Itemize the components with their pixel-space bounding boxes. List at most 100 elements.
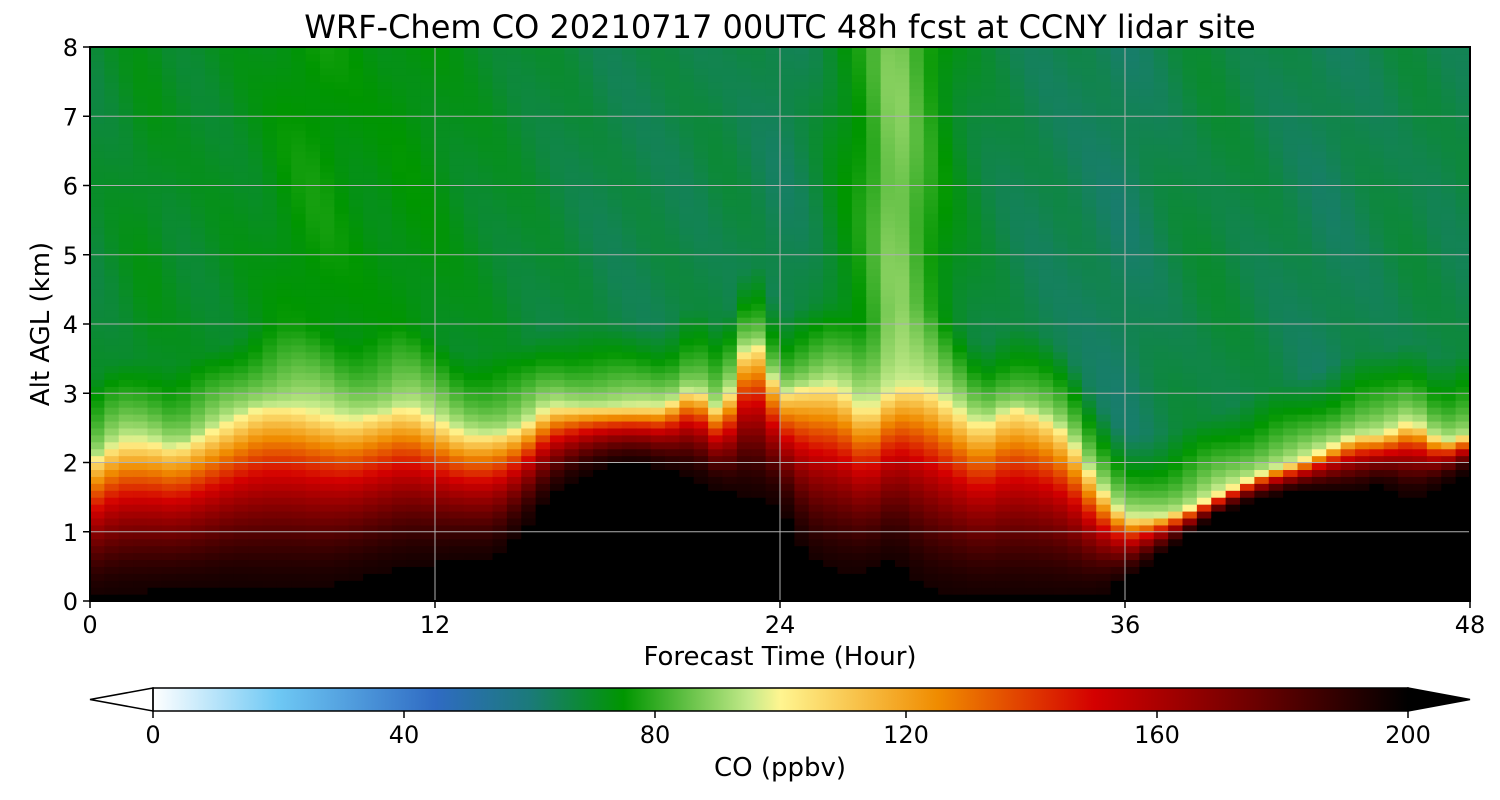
co-cell — [650, 102, 666, 110]
co-cell — [909, 185, 925, 194]
co-cell — [233, 220, 249, 228]
co-cell — [880, 407, 896, 415]
co-cell — [205, 143, 220, 152]
co-cell — [938, 67, 954, 76]
co-cell — [550, 233, 565, 242]
co-cell — [420, 469, 436, 477]
co-cell — [966, 524, 982, 533]
co-cell — [923, 143, 939, 152]
co-cell — [866, 393, 882, 401]
co-cell — [291, 137, 307, 145]
co-cell — [780, 420, 795, 429]
co-cell — [823, 566, 839, 574]
co-cell — [765, 344, 781, 353]
co-cell — [420, 524, 436, 533]
co-cell — [147, 427, 163, 436]
co-cell — [248, 420, 264, 429]
co-cell — [190, 455, 206, 464]
co-cell — [262, 81, 278, 90]
co-cell — [578, 441, 594, 450]
co-cell — [133, 476, 149, 484]
co-cell — [348, 587, 364, 595]
co-cell — [305, 337, 321, 346]
co-cell — [492, 573, 508, 581]
co-cell — [190, 123, 206, 131]
co-cell — [363, 157, 379, 166]
co-cell — [650, 67, 666, 76]
co-cell — [837, 213, 853, 221]
co-cell — [305, 531, 321, 540]
co-cell — [621, 303, 637, 311]
co-cell — [794, 434, 810, 443]
co-cell — [923, 282, 939, 290]
co-cell — [492, 296, 508, 304]
co-cell — [248, 254, 264, 263]
co-cell — [780, 351, 795, 360]
co-cell — [449, 379, 465, 387]
co-cell — [909, 289, 925, 297]
co-cell — [621, 476, 637, 484]
co-cell — [435, 157, 450, 166]
co-cell — [305, 47, 321, 55]
co-cell — [578, 545, 594, 554]
co-cell — [665, 116, 680, 124]
co-cell — [449, 296, 465, 304]
co-cell — [722, 233, 738, 242]
co-cell — [449, 344, 465, 353]
co-cell — [665, 531, 680, 540]
co-cell — [377, 254, 393, 263]
co-cell — [205, 427, 220, 436]
co-cell — [233, 164, 249, 173]
co-cell — [851, 407, 867, 415]
co-cell — [205, 178, 220, 187]
co-cell — [765, 524, 781, 533]
co-cell — [118, 545, 134, 554]
co-cell — [665, 344, 680, 353]
co-cell — [449, 143, 465, 152]
co-cell — [348, 67, 364, 76]
co-cell — [780, 143, 795, 152]
co-cell — [765, 573, 781, 581]
co-cell — [751, 524, 767, 533]
co-cell — [176, 185, 192, 194]
co-cell — [550, 420, 565, 429]
co-cell — [104, 116, 120, 124]
co-cell — [161, 254, 177, 263]
co-cell — [248, 400, 264, 408]
co-cell — [291, 227, 307, 235]
co-cell — [866, 594, 882, 601]
co-cell — [550, 178, 565, 187]
co-cell — [780, 123, 795, 131]
co-cell — [909, 233, 925, 242]
co-cell — [665, 164, 680, 173]
co-cell — [665, 420, 680, 429]
co-cell — [607, 240, 623, 249]
co-cell — [420, 517, 436, 526]
co-cell — [334, 185, 350, 194]
co-cell — [205, 74, 220, 83]
co-cell — [506, 365, 522, 374]
co-cell — [320, 462, 335, 471]
co-cell — [118, 414, 134, 422]
co-cell — [621, 427, 637, 436]
co-cell — [463, 240, 479, 249]
co-cell — [161, 199, 177, 207]
co-cell — [291, 81, 307, 90]
co-cell — [636, 407, 652, 415]
co-cell — [780, 358, 795, 367]
co-cell — [262, 254, 278, 263]
co-cell — [248, 448, 264, 457]
co-cell — [650, 324, 666, 332]
co-cell — [320, 247, 335, 256]
co-cell — [607, 344, 623, 353]
co-cell — [966, 448, 982, 457]
co-cell — [808, 365, 824, 374]
co-cell — [823, 462, 839, 471]
co-cell — [693, 303, 709, 311]
co-cell — [607, 580, 623, 588]
co-cell — [463, 504, 479, 512]
co-cell — [219, 116, 235, 124]
co-cell — [851, 178, 867, 187]
co-cell — [679, 400, 695, 408]
co-cell — [780, 282, 795, 290]
